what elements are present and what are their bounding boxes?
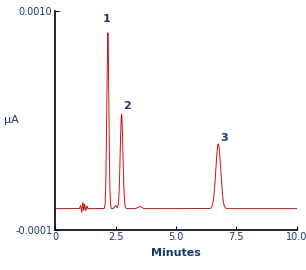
Text: 3: 3 <box>220 133 228 143</box>
X-axis label: Minutes: Minutes <box>151 248 201 258</box>
Text: 1: 1 <box>103 14 110 24</box>
Text: μA: μA <box>4 115 19 125</box>
Text: 2: 2 <box>124 101 131 111</box>
